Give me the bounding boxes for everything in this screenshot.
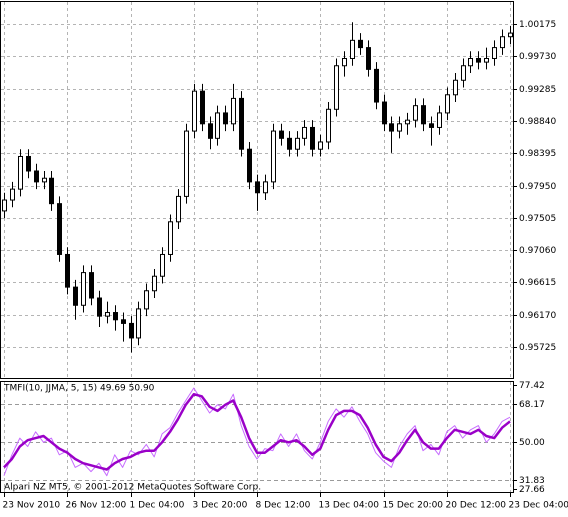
candle-body: [263, 181, 268, 194]
x-tick-label: 26 Nov 12:00: [66, 501, 127, 511]
candle-body: [302, 126, 307, 139]
candle-body: [34, 170, 39, 183]
candle-body: [508, 32, 513, 38]
y-tick-label: 0.98395: [519, 149, 556, 159]
indicator-panel: [0, 381, 514, 493]
y-tick-label: 27.66: [519, 485, 545, 495]
main-panel: [0, 1, 514, 379]
candle-body: [382, 101, 387, 125]
candle-body: [271, 130, 276, 183]
x-tick-label: 13 Dec 04:00: [319, 501, 380, 511]
indicator-line: [3, 387, 511, 477]
candle-body: [2, 199, 7, 212]
candle-body: [42, 177, 47, 183]
candle-body: [279, 130, 284, 139]
candle-body: [413, 105, 418, 121]
candle-body: [500, 36, 505, 49]
candle-body: [334, 65, 339, 110]
y-tick-label: 0.99285: [519, 85, 556, 95]
candle-body: [310, 126, 315, 150]
candle-body: [168, 221, 173, 255]
indicator-title: TMFI(10, JJMA, 5, 15) 49.69 50.90: [3, 384, 155, 394]
candle-body: [136, 308, 141, 339]
candle-body: [421, 105, 426, 125]
candle-body: [429, 123, 434, 128]
y-tick-label: 50.00: [519, 438, 545, 448]
x-tick-label: 23 Nov 2010: [3, 501, 61, 511]
y-tick-label: 1.00175: [519, 20, 556, 30]
y-tick-label: 0.96615: [519, 278, 556, 288]
candle-body: [49, 177, 54, 205]
candle-body: [358, 39, 363, 49]
candle-body: [184, 130, 189, 197]
candle-body: [247, 148, 252, 183]
candle-body: [10, 188, 15, 201]
candle-body: [26, 155, 31, 172]
candle-body: [176, 195, 181, 223]
candle-body: [492, 47, 497, 59]
candle-body: [374, 68, 379, 103]
candle-body: [121, 319, 126, 324]
candle-body: [73, 286, 78, 306]
candle-body: [152, 275, 157, 292]
candle-body: [326, 108, 331, 143]
candle-body: [215, 112, 220, 139]
candle-body: [192, 90, 197, 132]
candle-body: [81, 272, 86, 306]
x-tick-label: 15 Dec 20:00: [383, 501, 444, 511]
x-tick-label: 1 Dec 04:00: [130, 501, 185, 511]
candle-body: [453, 79, 458, 96]
x-tick-label: 3 Dec 20:00: [193, 501, 248, 511]
candle-body: [18, 155, 23, 190]
x-tick-label: 8 Dec 12:00: [256, 501, 311, 511]
candle-body: [350, 39, 355, 59]
candle-body: [389, 123, 394, 132]
candle-body: [287, 137, 292, 150]
candle-body: [476, 57, 481, 63]
candle-body: [97, 297, 102, 317]
candle-body: [239, 97, 244, 150]
candle-body: [445, 94, 450, 114]
y-tick-label: 0.98840: [519, 117, 556, 127]
candle-body: [255, 181, 260, 194]
indicator-line: [3, 392, 511, 471]
candle-body: [468, 57, 473, 67]
candle-body: [57, 203, 62, 255]
y-tick-label: 31.83: [519, 476, 545, 486]
x-tick-label: 20 Dec 12:00: [446, 501, 507, 511]
candle-body: [437, 112, 442, 128]
y-tick-label: 0.97505: [519, 214, 556, 224]
candle-body: [113, 312, 118, 321]
candle-body: [342, 57, 347, 67]
candle-body: [461, 65, 466, 81]
y-tick-label: 77.42: [519, 381, 545, 391]
y-tick-label: 68.17: [519, 400, 545, 410]
candle-body: [200, 90, 205, 125]
candle-body: [160, 253, 165, 277]
y-tick-label: 0.96170: [519, 311, 556, 321]
y-tick-label: 0.97060: [519, 246, 556, 256]
candle-body: [105, 312, 110, 317]
candle-body: [89, 272, 94, 299]
candle-body: [144, 290, 149, 310]
candle-body: [129, 322, 134, 339]
candle-body: [405, 119, 410, 125]
candle-body: [397, 123, 402, 132]
candle-body: [223, 112, 228, 125]
candle-body: [366, 47, 371, 70]
y-tick-label: 0.97950: [519, 182, 556, 192]
candle-body: [231, 97, 236, 125]
candle-body: [318, 141, 323, 150]
candle-body: [208, 123, 213, 139]
y-tick-label: 0.95725: [519, 343, 556, 353]
x-tick-label: 23 Dec 04:00: [509, 501, 568, 511]
candle-body: [484, 57, 489, 63]
candle-body: [295, 137, 300, 150]
copyright: Alpari NZ MT5, © 2001-2012 MetaQuotes So…: [4, 483, 261, 493]
candle-body: [65, 253, 70, 288]
y-tick-label: 0.99730: [519, 52, 556, 62]
